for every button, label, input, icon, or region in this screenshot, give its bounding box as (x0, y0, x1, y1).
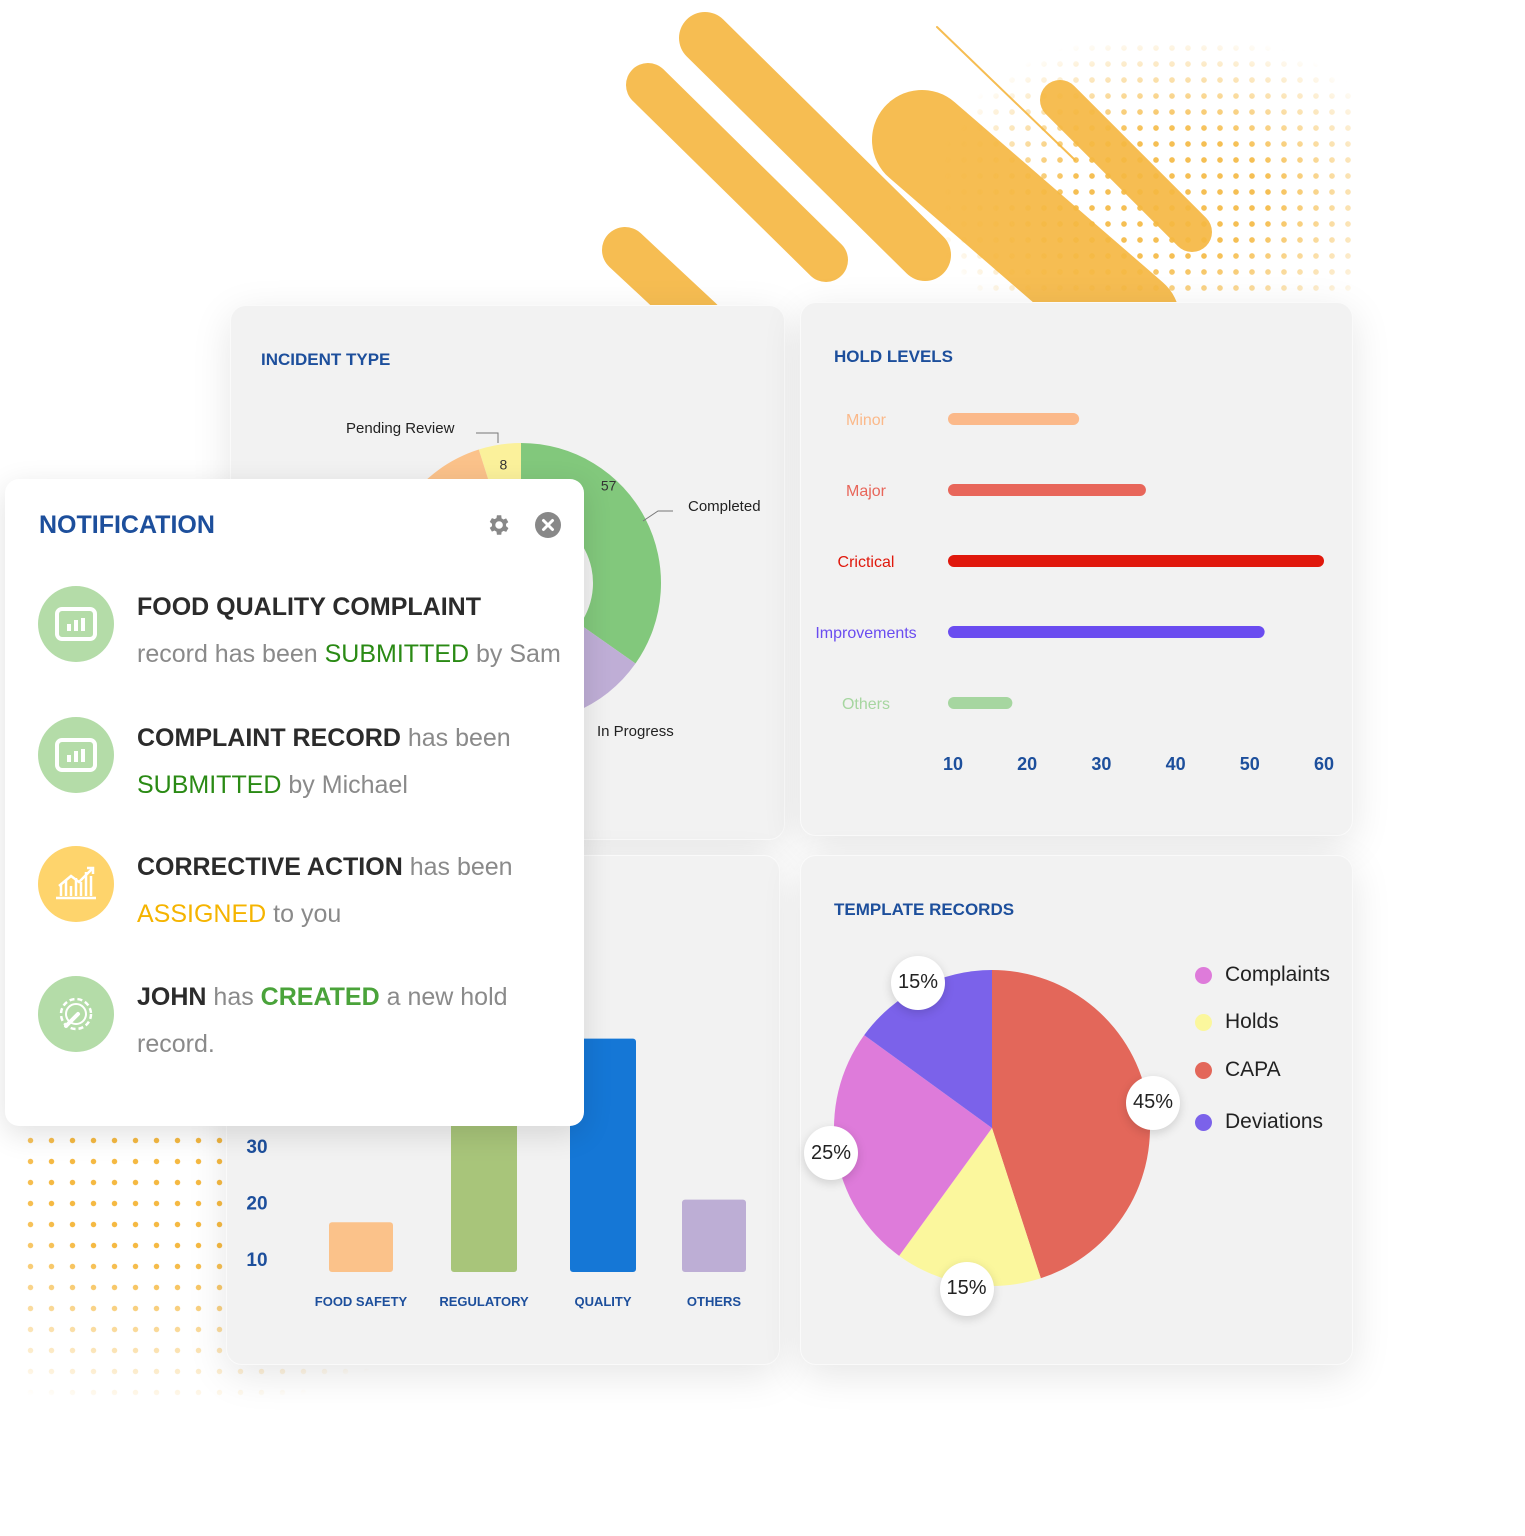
bar-label: Others (842, 696, 890, 713)
x-tick-label: 60 (1314, 754, 1334, 774)
hold-bar (948, 626, 1265, 638)
notification-subject: CORRECTIVE ACTION (137, 853, 403, 881)
notification-status: SUBMITTED (137, 771, 282, 799)
card-title: HOLD LEVELS (834, 347, 954, 366)
category-bar (329, 1222, 393, 1272)
bar-label: Crictical (838, 554, 895, 571)
legend-item: Complaints (1195, 963, 1330, 987)
hold-levels-card: HOLD LEVELS Minor Major Crictical Improveme… (800, 302, 1353, 836)
notification-subject: FOOD QUALITY COMPLAINT (137, 593, 481, 621)
notification-title: NOTIFICATION (39, 511, 215, 539)
chart-board-icon (38, 717, 114, 793)
notification-text: has (206, 983, 261, 1011)
slice-value-label: 57 (601, 477, 617, 493)
bar-label: Major (846, 483, 887, 500)
hold-bar (948, 484, 1146, 496)
legend-item: Holds (1195, 1010, 1279, 1034)
x-tick-label: 40 (1166, 754, 1186, 774)
category-bar (682, 1199, 746, 1272)
legend-swatch (1195, 1061, 1212, 1079)
gear-wrench-icon (38, 976, 114, 1052)
y-tick-label: 20 (246, 1194, 267, 1215)
notification-subject: COMPLAINT RECORD (137, 724, 401, 752)
hold-bar (948, 697, 1013, 709)
y-tick-label: 10 (246, 1250, 267, 1271)
bar-label: Minor (846, 412, 887, 429)
card-title: TEMPLATE RECORDS (834, 900, 1015, 919)
notification-subject: JOHN (137, 983, 207, 1011)
notification-text: to you (266, 900, 342, 928)
notification-status: ASSIGNED (137, 900, 267, 928)
legend-swatch (1195, 1013, 1212, 1031)
pie-value-label: 25% (804, 1126, 858, 1181)
legend-label: Deviations (1225, 1110, 1324, 1133)
legend-swatch (1195, 1113, 1212, 1131)
hold-bar (948, 413, 1080, 425)
close-icon[interactable] (535, 512, 561, 538)
x-tick-label: OTHERS (687, 1294, 742, 1309)
dot-pattern (940, 40, 1360, 300)
gear-icon[interactable] (485, 512, 511, 538)
leader-line (642, 510, 673, 522)
notification-panel: NOTIFICATION FOOD QUALITY COMPLAINT recor… (5, 479, 584, 1126)
x-tick-label: REGULATORY (439, 1294, 529, 1309)
legend-item: Deviations (1195, 1110, 1323, 1134)
hold-levels-chart: Minor Major Crictical Improvements Others 10 2… (815, 412, 1334, 774)
notification-status: CREATED (260, 983, 380, 1011)
notification-text: by Sam (469, 640, 561, 668)
notification-text: a new hold record. (137, 983, 508, 1058)
notification-text: record has been (137, 640, 325, 668)
x-tick-label: FOOD SAFETY (315, 1294, 408, 1309)
category-bar (451, 1089, 517, 1272)
bar-label: Improvements (815, 625, 916, 642)
notification-text: has been (402, 853, 513, 881)
pie-value-label: 45% (1125, 1075, 1180, 1130)
notification-text: has been (400, 724, 511, 752)
pie-value-label: 15% (890, 955, 945, 1010)
notification-text: by Michael (281, 771, 408, 799)
y-tick-label: 30 (246, 1137, 267, 1158)
chart-board-icon (38, 586, 114, 662)
x-tick-label: 30 (1091, 754, 1111, 774)
legend-label: Complaints (1225, 963, 1331, 986)
x-tick-label: 20 (1017, 754, 1037, 774)
leader-line (476, 432, 499, 443)
legend-item: CAPA (1195, 1058, 1281, 1082)
x-tick-label: 50 (1240, 754, 1260, 774)
pie-value-label: 15% (939, 1261, 994, 1316)
slice-label: Pending Review (346, 420, 455, 437)
slice-label: In Progress (597, 723, 674, 740)
growth-chart-icon (38, 846, 114, 922)
slice-value-label: 8 (500, 456, 508, 472)
slice-label: Completed (688, 498, 761, 515)
category-bar (570, 1038, 636, 1272)
legend-label: CAPA (1225, 1058, 1281, 1081)
notification-status: SUBMITTED (324, 640, 470, 668)
card-title: INCIDENT TYPE (261, 350, 391, 369)
category-bar-chart: 10 20 30 FOOD SAFETY REGULATORY QUALITY OTHERS (246, 1038, 746, 1309)
hold-bar (948, 555, 1324, 567)
x-tick-label: QUALITY (574, 1294, 631, 1309)
x-tick-label: 10 (943, 754, 963, 774)
legend-label: Holds (1225, 1010, 1279, 1033)
legend-swatch (1195, 966, 1212, 984)
